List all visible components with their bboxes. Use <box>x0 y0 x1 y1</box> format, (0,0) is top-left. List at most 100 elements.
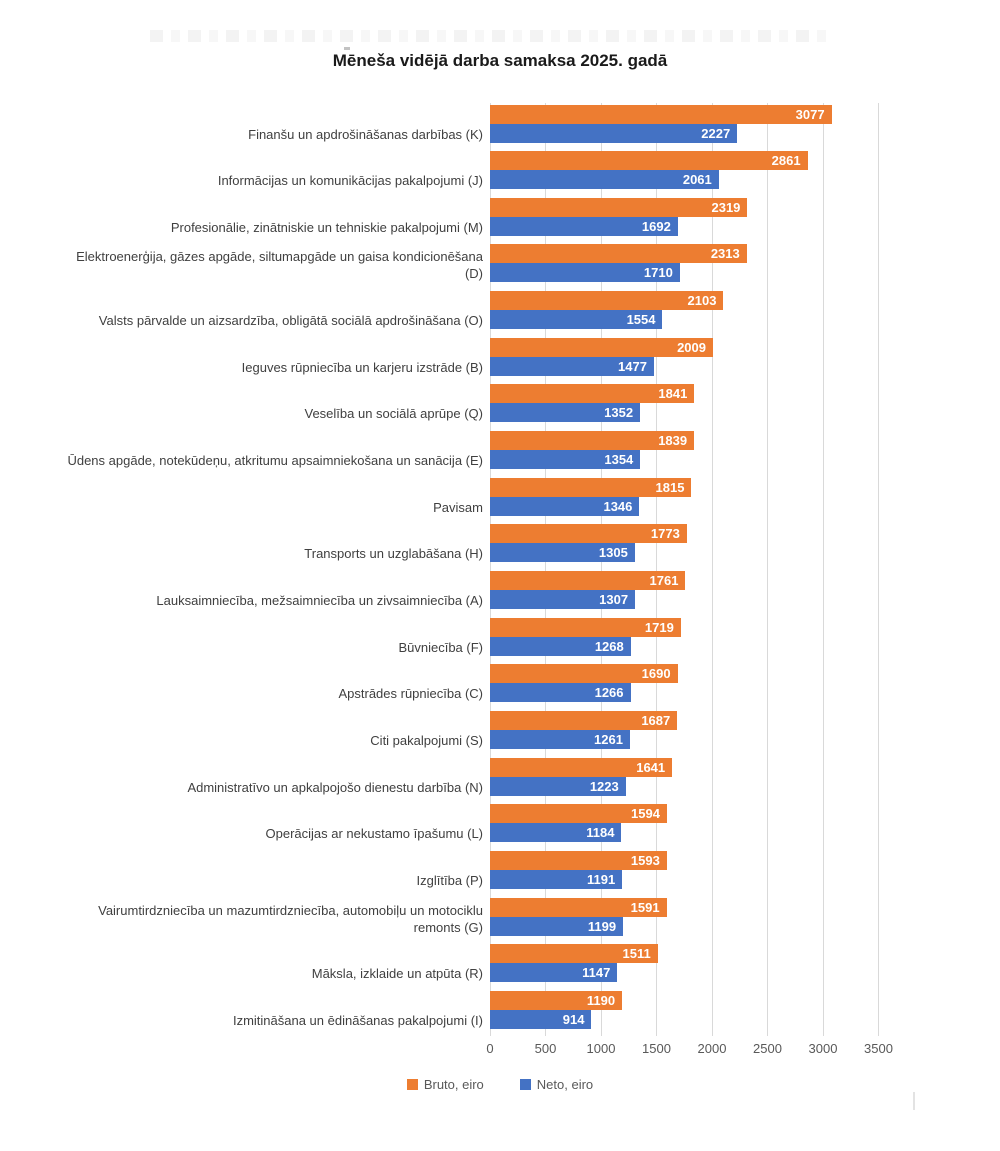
category-label: Informācijas un komunikācijas pakalpojum… <box>217 173 483 189</box>
x-tick-label: 1500 <box>642 1041 671 1056</box>
category-label: Apstrādes rūpniecība (C) <box>338 686 483 702</box>
neto-bar: 1692 <box>490 216 678 236</box>
gridline <box>489 103 491 1036</box>
category-label: Ieguves rūpniecība un karjeru izstrāde (… <box>241 359 483 375</box>
category-label: Administratīvo un apkalpojošo dienestu d… <box>187 779 483 795</box>
bruto-bar: 1839 <box>490 431 695 451</box>
x-axis: 0 500 1000 1500 2000 2500 3000 3500 <box>486 1041 893 1057</box>
faded-ghost-dash <box>344 47 350 50</box>
bar-value-label: 2227 <box>701 125 731 141</box>
neto-bar: 1305 <box>490 543 635 563</box>
bar-value-label: 1184 <box>586 825 615 841</box>
neto-bar: 1352 <box>490 403 641 423</box>
category-label: Izglītība (P) <box>416 872 483 888</box>
bruto-bar: 1773 <box>490 524 687 544</box>
category-label: Elektroenerģija, gāzes apgāde, siltumapg… <box>76 249 483 282</box>
category-label: Profesionālie, zinātniskie un tehniskie … <box>170 219 483 235</box>
bar-value-label: 1305 <box>598 545 628 561</box>
bruto-bar: 1511 <box>490 944 658 964</box>
bar-value-label: 2009 <box>677 339 706 355</box>
bruto-bar: 1190 <box>490 990 623 1010</box>
x-tick-label: 3000 <box>808 1041 838 1056</box>
bar-value-label: 1223 <box>589 778 619 794</box>
bar-value-label: 1773 <box>650 526 680 542</box>
bar-value-label: 1307 <box>599 592 629 607</box>
bar-value-label: 1352 <box>604 405 634 421</box>
bar-value-label: 1191 <box>586 871 616 887</box>
neto-bar: 1710 <box>490 263 680 283</box>
bar-value-label: 2103 <box>687 293 717 309</box>
bar-value-label: 1761 <box>649 573 679 588</box>
bar-value-label: 1690 <box>641 666 671 682</box>
bar-value-label: 1719 <box>644 619 674 635</box>
bar-value-label: 1692 <box>641 218 671 234</box>
bruto-bar: 1815 <box>490 477 692 497</box>
legend-label: Neto, eiro <box>536 1077 594 1092</box>
neto-bar: 1554 <box>490 310 663 330</box>
category-label: Māksla, izklaide un atpūta (R) <box>311 966 483 982</box>
bruto-bar: 2313 <box>490 244 747 264</box>
neto-bar: 2227 <box>490 123 738 143</box>
faded-ghost-text-band <box>150 30 830 42</box>
bar-value-label: 2061 <box>682 172 712 188</box>
bar-value-label: 1477 <box>618 358 647 374</box>
x-tick-label: 3500 <box>864 1041 893 1056</box>
bruto-bar: 1594 <box>490 804 667 824</box>
bar-value-label: 1346 <box>603 498 633 514</box>
neto-bar: 1354 <box>490 450 641 470</box>
gridline <box>711 103 713 1036</box>
category-label: Izmitināšana un ēdināšanas pakalpojumi (… <box>232 1012 483 1028</box>
neto-bar: 1268 <box>490 636 631 656</box>
bar-value-label: 3077 <box>795 106 825 122</box>
x-tick-label: 2000 <box>697 1041 727 1056</box>
bruto-bar: 3077 <box>490 104 832 124</box>
neto-bar: 1184 <box>490 823 622 843</box>
neto-bar: 1346 <box>490 496 640 516</box>
bruto-bar: 1591 <box>490 897 667 917</box>
neto-bar: 2061 <box>490 170 719 190</box>
bruto-bar: 2009 <box>490 337 713 357</box>
gridline <box>600 103 602 1036</box>
category-label: Pavisam <box>433 499 483 515</box>
gridline <box>545 103 546 1036</box>
bar-value-label: 1354 <box>604 452 634 468</box>
category-label: Operācijas ar nekustamo īpašumu (L) <box>265 826 483 842</box>
bar-value-label: 1199 <box>587 918 617 934</box>
legend-swatch <box>519 1079 531 1090</box>
bruto-bar: 2861 <box>490 151 808 171</box>
bar-value-label: 1266 <box>594 685 624 701</box>
neto-bar: 914 <box>490 1009 592 1029</box>
neto-bar: 1477 <box>490 356 654 376</box>
neto-bar: 1147 <box>490 963 618 983</box>
bar-value-label: 1261 <box>594 731 623 747</box>
bruto-bar: 2319 <box>490 197 748 217</box>
bruto-bar: 1690 <box>490 664 678 684</box>
bruto-bar: 1593 <box>490 850 667 870</box>
neto-bar: 1266 <box>490 683 631 703</box>
neto-bar: 1307 <box>490 590 636 609</box>
category-label: Transports un uzglabāšana (H) <box>304 546 483 562</box>
bar-value-label: 2319 <box>711 199 741 215</box>
plot-area: 3077 2227 2861 2061 2319 1692 2313 1710 2103 1554… <box>489 103 879 1036</box>
category-label: Finanšu un apdrošināšanas darbības (K) <box>248 126 483 142</box>
bar-value-label: 2313 <box>710 246 740 262</box>
faint-artifact-line <box>913 1092 915 1110</box>
neto-bar: 1261 <box>490 729 630 749</box>
chart-title: Mēneša vidējā darba samaksa 2025. gadā <box>332 51 668 70</box>
category-label: Veselība un sociālā aprūpe (Q) <box>304 406 484 422</box>
bruto-bar: 1641 <box>490 757 673 777</box>
category-label: Citi pakalpojumi (S) <box>370 732 483 748</box>
bar-value-label: 1591 <box>630 899 660 915</box>
bar-value-label: 1710 <box>643 265 673 281</box>
x-tick-label: 0 <box>486 1041 494 1056</box>
category-label: Ūdens apgāde, notekūdeņu, atkritumu apsa… <box>67 453 483 469</box>
gridline <box>822 103 824 1036</box>
category-label: Lauksaimniecība, mežsaimniecība un zivsa… <box>156 593 483 608</box>
x-tick-label: 1000 <box>586 1041 616 1056</box>
bruto-bar: 1841 <box>490 384 695 404</box>
bar-value-label: 1594 <box>631 806 660 822</box>
bar-value-label: 1593 <box>630 852 660 868</box>
legend-item-neto: Neto, eiro <box>519 1077 594 1092</box>
gridline <box>656 103 657 1036</box>
